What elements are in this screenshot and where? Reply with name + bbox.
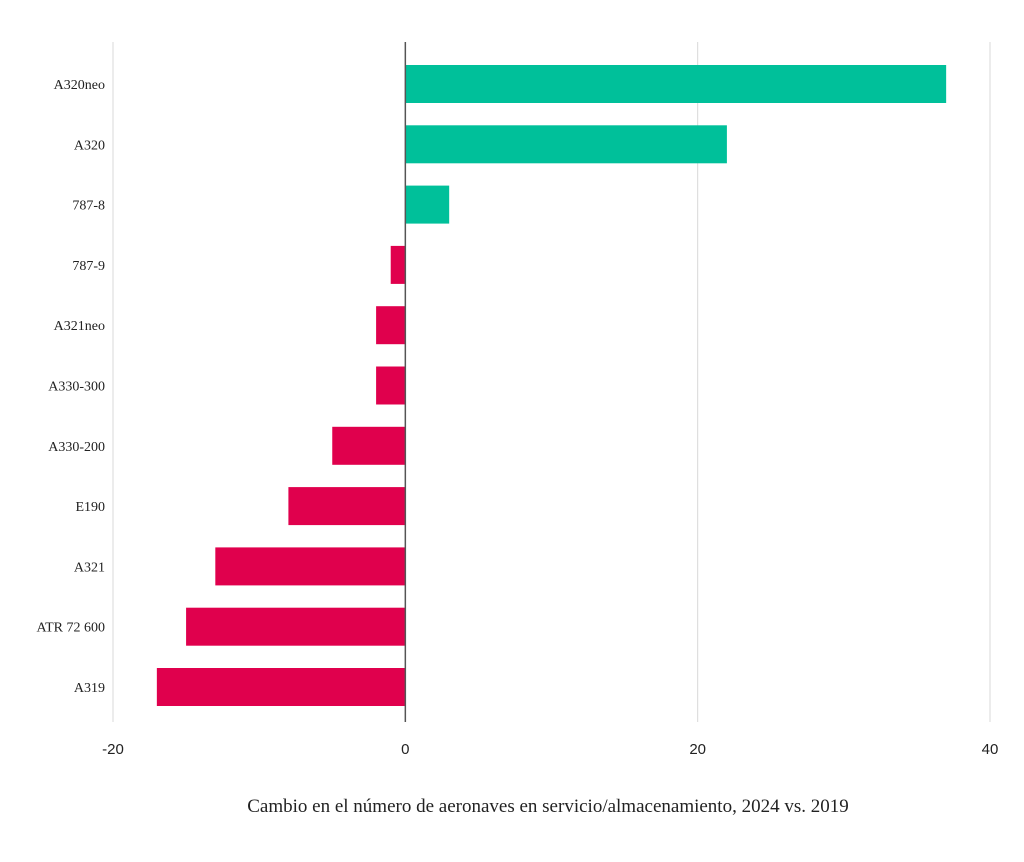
x-tick-label-1: 0: [401, 741, 409, 758]
bar-3: [390, 245, 406, 284]
bar-8: [215, 547, 406, 586]
category-label-7: E190: [75, 500, 105, 515]
x-axis-title: Cambio en el número de aeronaves en serv…: [247, 796, 848, 817]
x-tick-label-0: -20: [102, 741, 124, 758]
bar-5: [376, 366, 406, 405]
category-label-0: A320neo: [54, 78, 105, 93]
x-tick-label-2: 20: [689, 741, 706, 758]
bar-6: [332, 426, 406, 465]
bars: [156, 65, 947, 706]
category-label-1: A320: [74, 138, 105, 153]
bar-4: [376, 306, 406, 345]
bar-10: [156, 668, 406, 706]
bar-1: [405, 125, 727, 164]
category-label-4: A321neo: [54, 319, 105, 334]
category-label-2: 787-8: [72, 199, 105, 214]
x-tick-labels: -20 0 20 40: [102, 741, 998, 758]
category-label-10: A319: [74, 681, 105, 696]
category-label-6: A330-200: [48, 440, 105, 455]
x-tick-label-3: 40: [982, 741, 999, 758]
bar-9: [186, 607, 406, 646]
category-label-3: 787-9: [72, 259, 105, 274]
category-label-9: ATR 72 600: [37, 621, 105, 636]
bar-2: [405, 185, 450, 224]
bar-0: [405, 65, 947, 103]
bar-7: [288, 487, 406, 526]
category-label-8: A321: [74, 560, 105, 575]
category-label-5: A330-300: [48, 380, 105, 395]
category-labels: A320neo A320 787-8 787-9 A321neo A330-300 A330…: [37, 78, 105, 696]
